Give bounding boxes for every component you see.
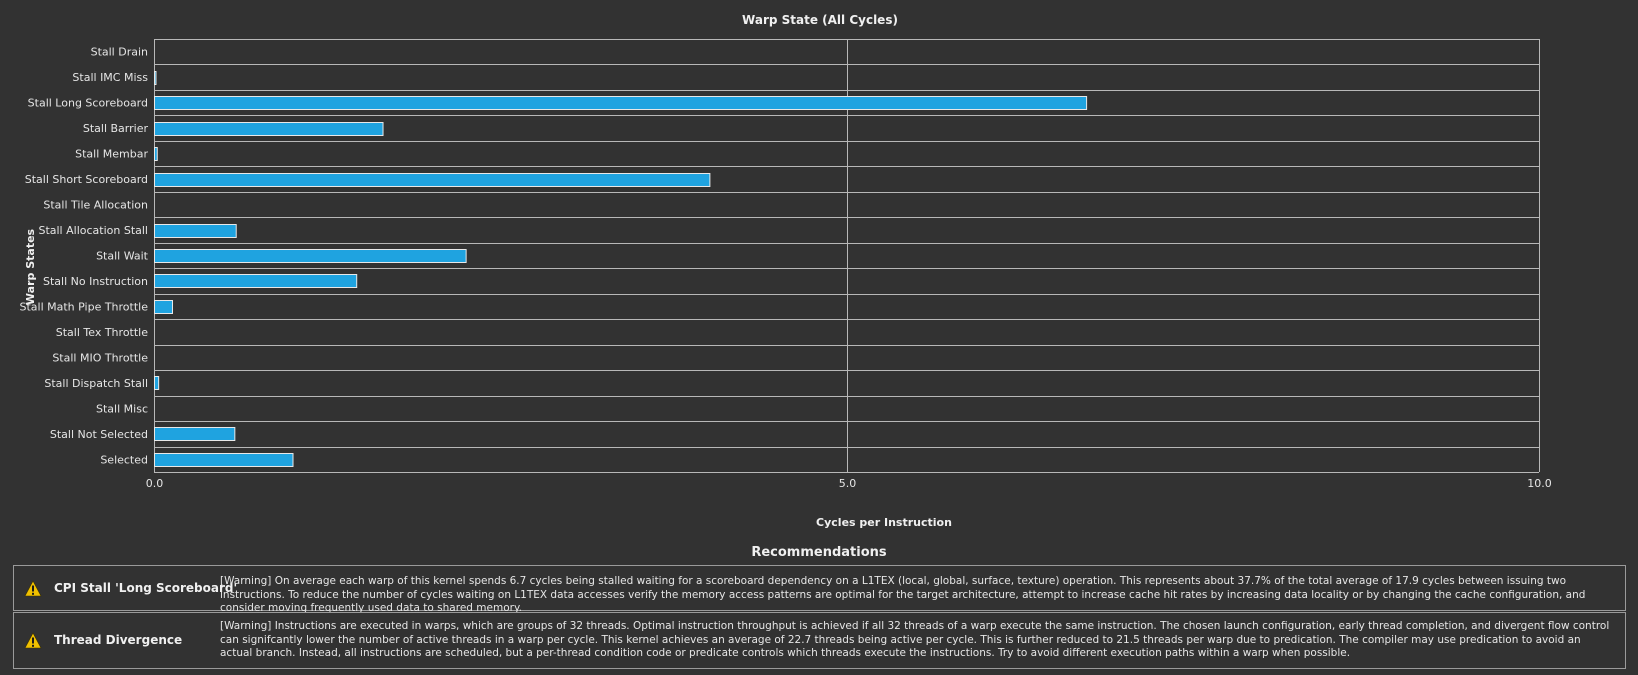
category-label: Stall No Instruction (43, 275, 148, 288)
recommendation-thread-divergence: Thread Divergence [Warning] Instructions… (13, 612, 1626, 669)
recommendation-name: Thread Divergence (54, 633, 183, 647)
category-label: Stall Long Scoreboard (28, 97, 148, 110)
recommendations-title: Recommendations (751, 545, 887, 560)
bar[interactable] (154, 376, 160, 390)
category-label: Stall Allocation Stall (38, 224, 148, 237)
category-label: Stall MIO Throttle (52, 351, 148, 364)
bar[interactable] (154, 274, 358, 288)
y-axis-title: Warp States (24, 228, 37, 305)
x-tick-label: 10.0 (1527, 477, 1552, 490)
category-label: Stall Math Pipe Throttle (19, 300, 148, 313)
category-label: Stall IMC Miss (72, 71, 148, 84)
category-label: Stall Barrier (83, 122, 149, 135)
bar[interactable] (154, 224, 237, 238)
recommendation-long-scoreboard: CPI Stall 'Long Scoreboard' [Warning] On… (13, 565, 1626, 614)
category-label: Stall Drain (91, 46, 148, 59)
warp-state-chart: Warp State (All Cycles) Stall Drain Stall… (19, 13, 1552, 529)
warp-state-chart-svg: Warp State (All Cycles) Stall DrainStall… (19, 13, 1552, 529)
category-label: Stall Wait (96, 250, 149, 263)
x-tick-labels: 0.0 5.0 10.0 (146, 477, 1552, 490)
bar[interactable] (154, 427, 236, 441)
bars-layer (154, 71, 1088, 467)
bar[interactable] (154, 147, 158, 161)
category-labels: Stall Drain Stall IMC Miss Stall Long Scor… (19, 46, 148, 467)
category-label: Stall Not Selected (50, 428, 148, 441)
category-label: Stall Tile Allocation (43, 199, 148, 212)
warning-icon (24, 632, 42, 649)
x-tick-label: 0.0 (146, 477, 164, 490)
bar[interactable] (154, 249, 467, 263)
recommendation-name: CPI Stall 'Long Scoreboard' (54, 581, 238, 595)
recommendation-text: [Warning] Instructions are executed in w… (220, 620, 1610, 659)
bar[interactable] (154, 96, 1088, 110)
category-label: Stall Tex Throttle (56, 326, 148, 339)
bar[interactable] (154, 300, 174, 314)
category-label: Stall Dispatch Stall (44, 377, 148, 390)
bar[interactable] (154, 453, 294, 467)
category-label: Stall Membar (75, 148, 148, 161)
category-label: Stall Misc (96, 402, 148, 415)
x-axis-title: Cycles per Instruction (816, 516, 952, 529)
x-tick-label: 5.0 (839, 477, 857, 490)
bar[interactable] (154, 173, 711, 187)
bar[interactable] (154, 71, 157, 85)
category-label: Stall Short Scoreboard (25, 173, 148, 186)
grid-layer (154, 39, 1540, 473)
chart-title: Warp State (All Cycles) (742, 13, 898, 27)
bar[interactable] (154, 122, 384, 136)
recommendation-text: [Warning] On average each warp of this k… (220, 575, 1586, 614)
category-label: Selected (100, 453, 148, 466)
warning-icon (24, 580, 42, 597)
